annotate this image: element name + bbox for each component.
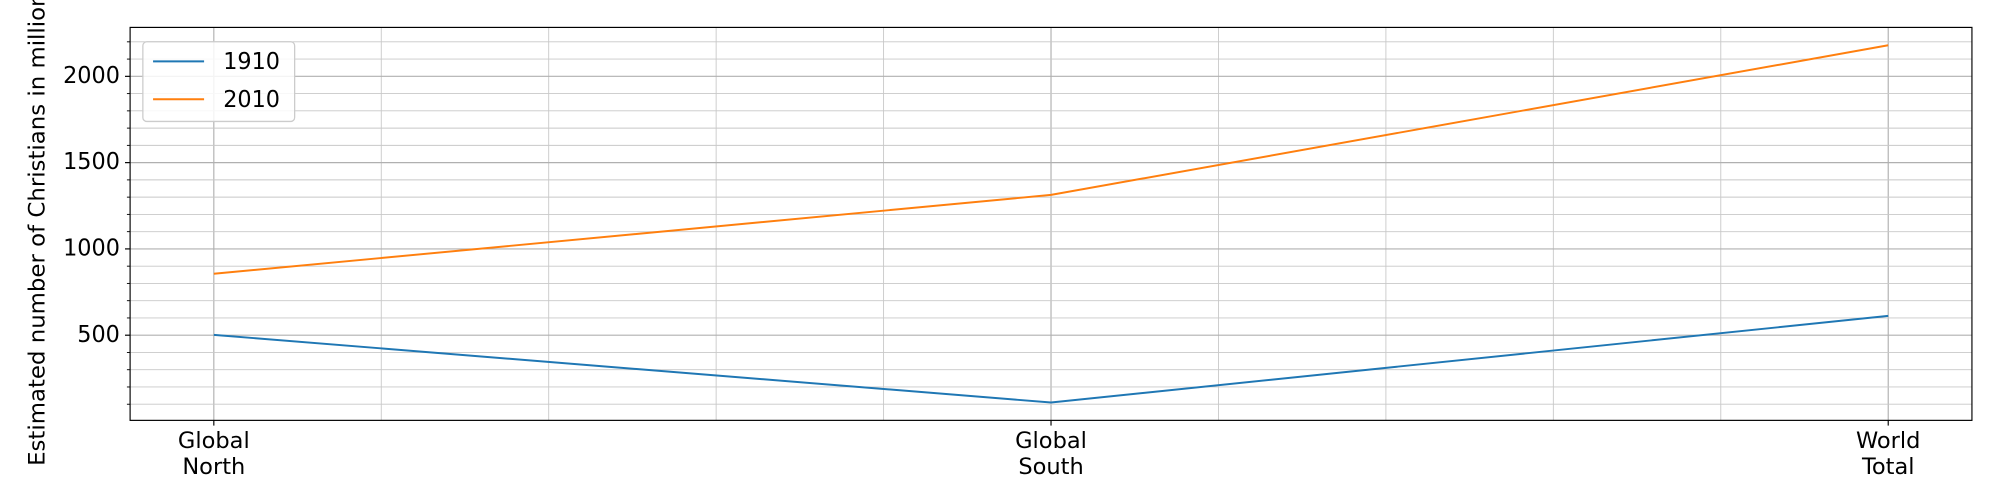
line-series [213, 314, 1889, 404]
y-tick-label: 1500 [63, 149, 120, 175]
x-tick-label: World Total [1855, 428, 1921, 481]
legend: 1910 2010 [142, 41, 296, 123]
axes-frame [129, 26, 1973, 421]
y-tick-label: 500 [77, 322, 120, 348]
y-tick-label: 1000 [63, 235, 120, 261]
grid [130, 27, 1972, 421]
legend-label: 1910 [223, 49, 280, 75]
y-axis-label: Estimated number of Christians in millio… [25, 0, 51, 466]
x-tick-label: Global South [1015, 428, 1087, 481]
legend-label: 2010 [223, 87, 280, 113]
line-series [213, 44, 1889, 275]
y-tick-label: 2000 [63, 63, 120, 89]
x-tick-label: Global North [177, 428, 250, 481]
